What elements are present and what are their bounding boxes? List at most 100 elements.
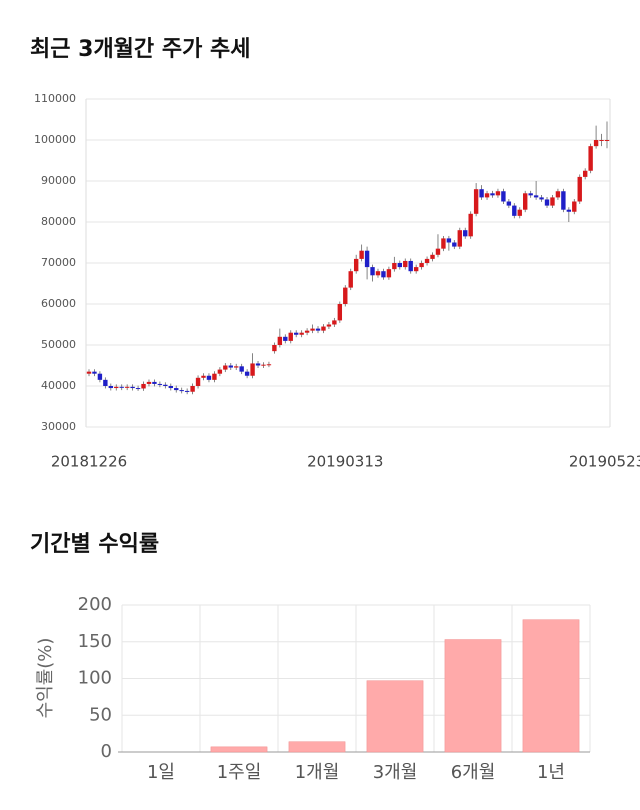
candle-body	[119, 386, 124, 388]
candle-body	[484, 193, 490, 198]
y-tick-label: 200	[78, 594, 112, 615]
candle-body	[392, 263, 397, 270]
candle-body	[533, 195, 539, 198]
candle-body	[190, 386, 195, 392]
candle-body	[452, 242, 457, 247]
y-tick-label: 80000	[41, 215, 76, 228]
candle-body	[604, 140, 610, 141]
candle-body	[146, 381, 152, 384]
candle-body	[424, 258, 430, 263]
bar	[288, 741, 346, 753]
candle-body	[490, 193, 495, 196]
candle-body	[593, 140, 599, 147]
candle-body	[294, 332, 299, 335]
candle-body	[353, 258, 359, 272]
candle-body	[386, 269, 392, 278]
candle-body	[506, 201, 512, 206]
chart-title: 최근 3개월간 주가 추세	[30, 37, 250, 62]
candle-body	[582, 170, 588, 177]
candle-body	[512, 205, 517, 216]
candle-body	[103, 379, 108, 386]
x-tick-label: 3개월	[373, 762, 418, 783]
candle-body	[250, 363, 255, 376]
y-tick-label: 100000	[34, 133, 76, 146]
candle-body	[168, 386, 173, 389]
candle-body	[97, 373, 103, 380]
candle-body	[572, 201, 577, 212]
candle-body	[315, 328, 321, 331]
candle-body	[539, 197, 544, 200]
x-tick-label: 1개월	[295, 762, 340, 783]
x-tick-label: 20190313	[307, 453, 383, 471]
candle-body	[561, 191, 566, 210]
candle-body	[555, 191, 561, 198]
candle-body	[403, 260, 408, 268]
candle-body	[343, 287, 348, 304]
candle-body	[588, 146, 593, 171]
x-tick-label: 20190523	[569, 453, 640, 471]
candle-body	[277, 336, 283, 345]
candle-body	[408, 260, 413, 272]
candle-body	[457, 230, 462, 247]
candle-body	[468, 213, 473, 237]
bar	[366, 680, 424, 753]
candle-body	[114, 386, 119, 389]
y-tick-label: 0	[101, 741, 112, 762]
candle-body	[419, 263, 424, 268]
candle-body	[517, 209, 522, 216]
y-tick-label: 70000	[41, 256, 76, 269]
candle-body	[348, 271, 353, 288]
candle-body	[501, 191, 506, 202]
x-tick-label: 1일	[147, 762, 175, 783]
candle-body	[272, 345, 277, 352]
candle-body	[326, 324, 332, 327]
candle-body	[566, 209, 572, 212]
candle-body	[266, 364, 272, 366]
candle-body	[108, 386, 114, 389]
y-tick-label: 90000	[41, 174, 76, 187]
candle-body	[86, 371, 92, 374]
y-tick-label: 40000	[41, 379, 76, 392]
candle-body	[228, 365, 233, 368]
candle-body	[304, 330, 310, 333]
candle-body	[370, 267, 375, 276]
candle-body	[195, 377, 201, 386]
candle-body	[239, 366, 244, 372]
y-tick-label: 50	[89, 704, 112, 725]
candle-body	[364, 250, 370, 268]
candle-body	[92, 371, 97, 374]
candle-body	[141, 383, 146, 389]
y-tick-label: 60000	[41, 297, 76, 310]
candle-body	[523, 193, 528, 210]
candle-body	[430, 254, 435, 259]
candle-body	[206, 375, 212, 380]
candle-body	[495, 191, 501, 196]
candle-body	[310, 328, 315, 331]
candle-body	[463, 230, 468, 237]
candle-body	[413, 267, 419, 272]
bar	[444, 639, 502, 753]
candle-body	[130, 386, 135, 389]
candle-body	[577, 176, 582, 202]
candle-body	[223, 365, 228, 370]
x-tick-label: 6개월	[451, 762, 496, 783]
y-tick-label: 30000	[41, 420, 76, 433]
candle-body	[135, 388, 141, 390]
candle-body	[288, 332, 293, 341]
candle-body	[212, 373, 217, 380]
candle-body	[446, 238, 452, 243]
candle-body	[234, 366, 239, 368]
candle-body	[163, 384, 168, 386]
candle-body	[381, 271, 386, 278]
candle-body	[599, 140, 604, 141]
candle-body	[255, 363, 261, 366]
x-tick-label: 1년	[537, 762, 565, 783]
y-tick-label: 50000	[41, 338, 76, 351]
candle-body	[473, 189, 479, 214]
candle-body	[157, 383, 163, 385]
candle-body	[217, 369, 223, 374]
bar	[210, 746, 268, 753]
y-axis-title: 수익률(%)	[35, 638, 56, 719]
candle-body	[435, 248, 441, 255]
